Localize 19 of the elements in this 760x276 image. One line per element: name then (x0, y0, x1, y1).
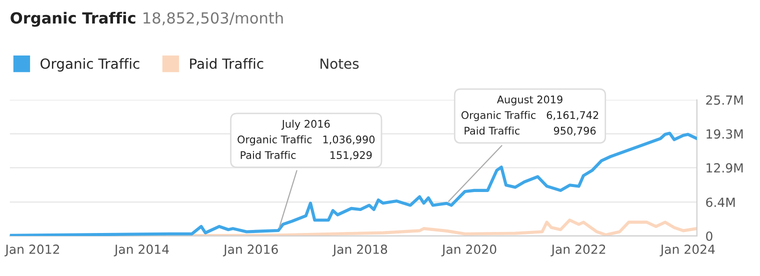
annotation: August 2019 Organic Traffic 6,161,742 Paid Traffic 950,796 (461, 96, 598, 136)
x-tick-label: Jan 2024 (660, 244, 715, 256)
y-tick-label: 0 (706, 231, 712, 241)
chart-subtitle: 18,852,503/month (144, 12, 283, 26)
x-tick-label: Jan 2018 (332, 244, 388, 256)
x-tick-label: Jan 2022 (550, 244, 606, 256)
legend-label: Organic Traffic (40, 58, 140, 72)
y-tick-label: 12.9M (706, 163, 743, 173)
text: Notes (320, 58, 359, 69)
x-tick-label: Jan 2020 (441, 244, 496, 256)
y-tick-label: 19.3M (706, 129, 743, 139)
y-tick-label: 6.4M (706, 198, 735, 208)
legend-label: Paid Traffic (190, 58, 264, 69)
y-tick-label: 25.7M (706, 95, 743, 105)
x-tick-label: Jan 2012 (4, 244, 60, 256)
x-tick-label: Jan 2016 (222, 244, 278, 256)
x-tick-label: Jan 2014 (114, 244, 169, 256)
annotation: July 2016 Organic Traffic 1,036,990 Paid Traffic 151,929 (238, 120, 375, 160)
chart-title: Organic Traffic (10, 12, 136, 27)
